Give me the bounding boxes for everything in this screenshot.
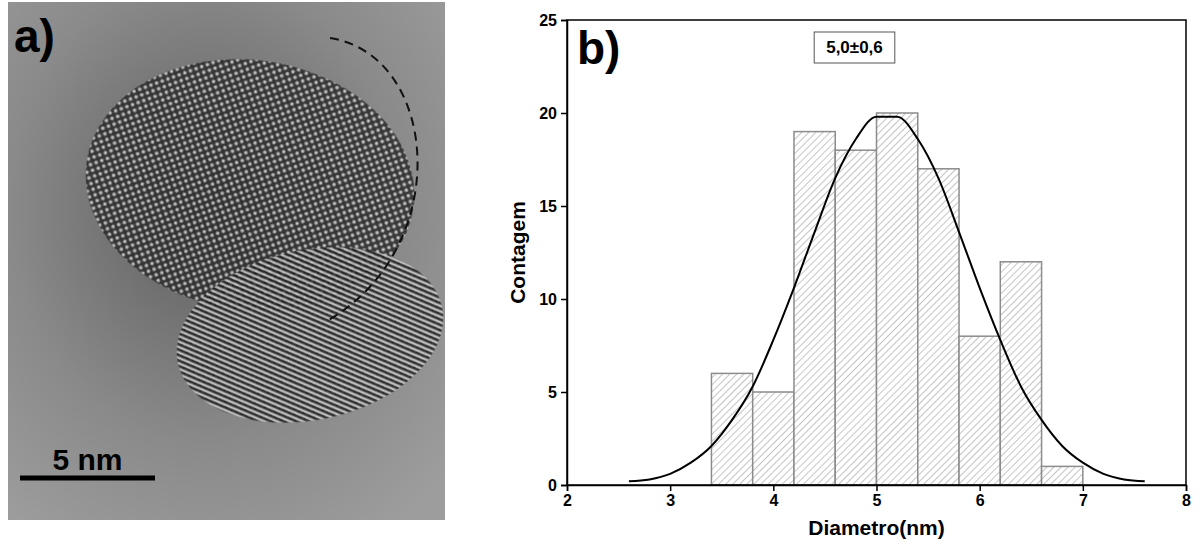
tick-mark <box>561 20 567 22</box>
tick: 8 <box>1182 485 1191 509</box>
tick: 5 <box>873 485 882 509</box>
tick-mark <box>561 113 567 115</box>
annotation: 5,0±0,6 <box>814 32 895 63</box>
tick-label: 0 <box>548 477 557 494</box>
tick-label: 25 <box>539 12 557 29</box>
panel-a: a) 5 nm <box>8 2 445 520</box>
plot-frame <box>567 20 1186 485</box>
annotation-box <box>814 32 895 63</box>
panel-label: a) <box>14 10 55 62</box>
tick-label: 7 <box>1079 492 1088 509</box>
histogram-bar <box>959 336 1000 485</box>
annotation-text: 5,0±0,6 <box>826 38 883 57</box>
y-axis: 0 5 10 15 20 25 <box>539 12 567 494</box>
figure: a) 5 nm 2 3 4 5 6 7 8 0 5 10 15 20 25 Diametro(nm) Conta… <box>0 0 1201 555</box>
y-axis-title: Contagem <box>506 201 529 304</box>
tick-mark <box>561 485 567 487</box>
x-axis-title: Diametro(nm) <box>808 516 945 539</box>
tick-mark <box>773 485 775 491</box>
tick: 3 <box>666 485 675 509</box>
tick-label: 6 <box>976 492 985 509</box>
tick: 2 <box>563 485 572 509</box>
tick-label: 5 <box>548 384 557 401</box>
tick: 5 <box>548 384 567 401</box>
tick: 7 <box>1079 485 1088 509</box>
histogram-bar <box>877 113 918 485</box>
tick-mark <box>670 485 672 491</box>
tick-mark <box>561 392 567 394</box>
fit-curve <box>629 117 1145 482</box>
tick: 15 <box>539 198 567 215</box>
tick-label: 10 <box>539 291 557 308</box>
scale-bar <box>20 476 155 481</box>
tick-mark <box>1083 485 1085 491</box>
nanoparticle <box>160 224 445 446</box>
tick: 25 <box>539 12 567 29</box>
axis-line <box>568 486 1187 492</box>
histogram-bar <box>711 373 752 485</box>
histogram-bar <box>1000 262 1041 485</box>
particle-outline <box>325 38 418 322</box>
scale-bar-label: 5 nm <box>52 443 122 476</box>
histogram-bar <box>1042 466 1083 485</box>
plot-area <box>629 113 1145 485</box>
tick-mark <box>561 206 567 208</box>
tick-mark <box>561 299 567 301</box>
tick-mark <box>876 485 878 491</box>
tick-mark <box>1186 485 1188 491</box>
tick-label: 15 <box>539 198 557 215</box>
x-axis: 2 3 4 5 6 7 8 <box>563 485 1191 509</box>
tick-label: 5 <box>873 492 882 509</box>
tick-label: 20 <box>539 105 557 122</box>
histogram-bar <box>753 392 794 485</box>
tick-label: 2 <box>563 492 572 509</box>
tick: 0 <box>548 477 567 494</box>
tick: 4 <box>769 485 778 509</box>
histogram-bar <box>835 150 876 485</box>
tick-label: 3 <box>666 492 675 509</box>
tick-label: 4 <box>769 492 778 509</box>
axis-line <box>561 21 568 486</box>
tick: 6 <box>976 485 985 509</box>
tick: 10 <box>539 291 567 308</box>
panel-label: b) <box>577 22 620 74</box>
histogram-bar <box>794 132 835 485</box>
panel-b: 2 3 4 5 6 7 8 0 5 10 15 20 25 Diametro(nm) Contagem b) 5… <box>506 12 1191 539</box>
tick-mark <box>979 485 981 491</box>
tick-label: 8 <box>1182 492 1191 509</box>
tick: 20 <box>539 105 567 122</box>
